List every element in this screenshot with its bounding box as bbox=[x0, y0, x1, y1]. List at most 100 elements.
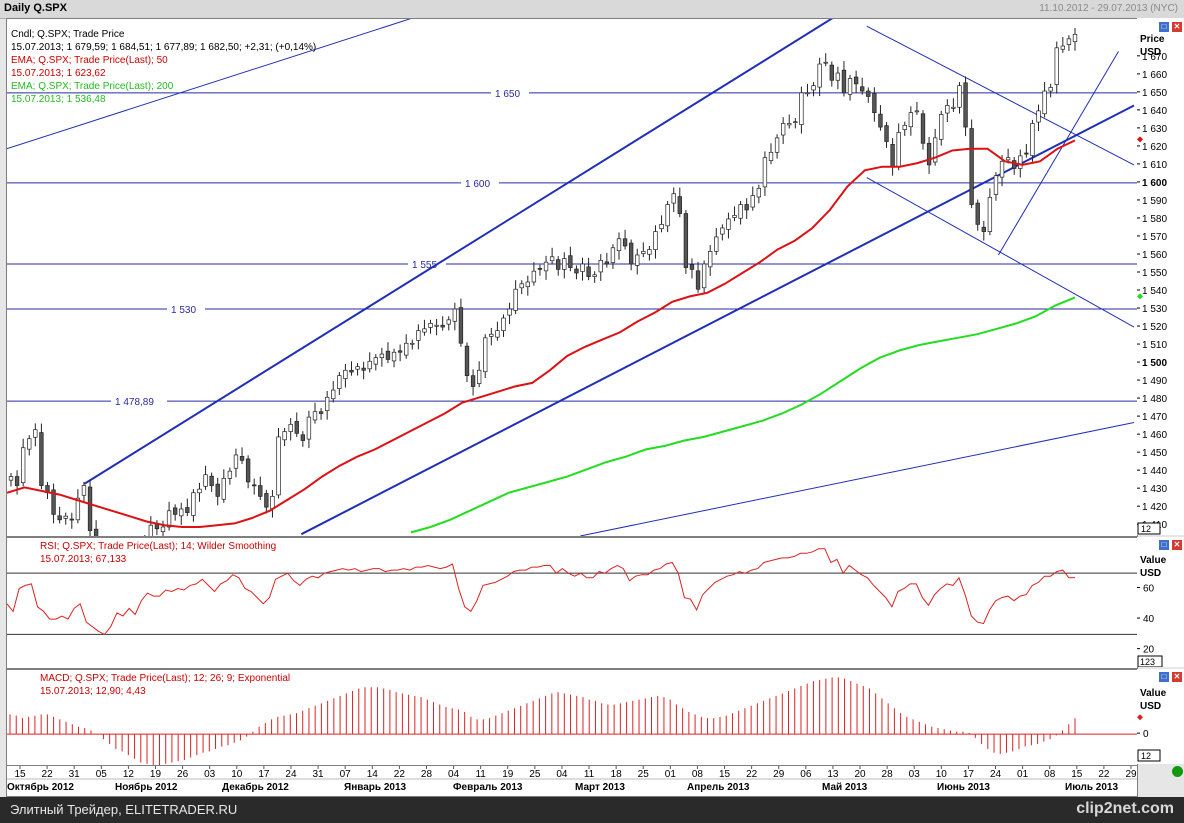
candle-body bbox=[939, 114, 944, 140]
candle-body bbox=[695, 270, 701, 290]
candle-body bbox=[920, 113, 926, 144]
candle-body bbox=[294, 421, 299, 434]
candle-body bbox=[513, 288, 518, 311]
level-label-2: 1 555 bbox=[412, 260, 437, 271]
candle-body bbox=[203, 474, 208, 487]
time-axis-scale[interactable]: 15 22 31 05 12 19 26 03 10 17 24 31 07 14 22 28 04 11 19 25… bbox=[7, 766, 1137, 796]
price-chart-panel[interactable]: 1 650 1 600 1 555 1 530 1 478,89 Cndl; Q.SPX… bbox=[6, 18, 1138, 537]
candle-body bbox=[726, 218, 731, 230]
price-tick-label: 1 640 bbox=[1142, 106, 1167, 117]
price-axis-unit: USD bbox=[1140, 47, 1161, 58]
trend-line-long-term-lower bbox=[580, 422, 1135, 536]
candle-body bbox=[1060, 45, 1066, 50]
candle-body bbox=[671, 193, 676, 204]
maximize-price-button[interactable]: □ bbox=[1159, 22, 1169, 32]
candle-body bbox=[397, 350, 403, 353]
time-month-label: Март 2013 bbox=[575, 782, 625, 793]
rsi-panel[interactable]: RSI; Q.SPX; Trade Price(Last); 14; Wilde… bbox=[6, 537, 1138, 669]
macd-chart[interactable] bbox=[7, 670, 1137, 765]
candle-body bbox=[1030, 123, 1035, 156]
status-dot-icon[interactable] bbox=[1172, 766, 1183, 777]
candle-body bbox=[556, 259, 561, 270]
time-day-label: 07 bbox=[340, 769, 352, 780]
candle-body bbox=[841, 69, 847, 94]
level-label-bg-2 bbox=[408, 257, 446, 270]
candle-body bbox=[811, 85, 816, 91]
candle-body bbox=[568, 255, 573, 268]
candle-body bbox=[799, 92, 804, 125]
maximize-rsi-button[interactable]: □ bbox=[1159, 540, 1169, 550]
time-month-label: Ноябрь 2012 bbox=[115, 781, 178, 793]
time-day-label: 08 bbox=[1044, 769, 1056, 780]
candle-body bbox=[14, 476, 20, 486]
candle-body bbox=[81, 485, 87, 496]
close-rsi-button[interactable]: ✕ bbox=[1172, 540, 1182, 550]
price-legend: Cndl; Q.SPX; Trade Price 15.07.2013; 1 6… bbox=[11, 28, 316, 106]
price-tick-label: 1 650 bbox=[1142, 88, 1167, 99]
time-axis[interactable]: 15 22 31 05 12 19 26 03 10 17 24 31 07 14 22 28 04 11 19 25… bbox=[6, 765, 1138, 797]
candle-body bbox=[306, 416, 312, 440]
time-month-label: Октябрь 2012 bbox=[7, 781, 74, 793]
time-day-label: 06 bbox=[800, 769, 812, 780]
candle-body bbox=[57, 515, 62, 521]
level-label-bg-3 bbox=[167, 303, 205, 316]
candle-body bbox=[87, 486, 93, 531]
candle-body bbox=[592, 274, 597, 277]
legend-line: 15.07.2013; 1 623,62 bbox=[11, 68, 106, 79]
candle-body bbox=[708, 251, 713, 268]
close-price-button[interactable]: ✕ bbox=[1172, 22, 1182, 32]
candle-body bbox=[440, 324, 445, 328]
candle-body bbox=[1024, 152, 1029, 155]
price-axis[interactable]: Price USD 1 670 1 660 1 650 1 640 1 630 1 620 1 … bbox=[1137, 18, 1184, 535]
time-day-label: 11 bbox=[475, 769, 486, 780]
candle-body bbox=[434, 324, 439, 327]
time-day-label: 11 bbox=[584, 769, 595, 780]
candle-body bbox=[215, 483, 220, 497]
price-chart[interactable]: 1 650 1 600 1 555 1 530 1 478,89 bbox=[7, 19, 1137, 536]
candle-body bbox=[604, 261, 610, 265]
candle-body bbox=[69, 518, 74, 521]
candle-body bbox=[221, 478, 226, 500]
close-macd-button[interactable]: ✕ bbox=[1172, 672, 1182, 682]
candle-body bbox=[762, 157, 768, 188]
candle-body bbox=[63, 515, 68, 519]
legend-line: EMA; Q.SPX; Trade Price(Last); 50 bbox=[11, 55, 168, 66]
candle-body bbox=[635, 254, 640, 266]
candle-body bbox=[464, 345, 470, 377]
candle-body bbox=[896, 132, 901, 168]
maximize-macd-button[interactable]: □ bbox=[1159, 672, 1169, 682]
price-tick-label: 1 670 bbox=[1142, 52, 1167, 63]
candle-body bbox=[179, 508, 184, 517]
candle-body bbox=[276, 436, 281, 496]
candle-body bbox=[239, 456, 245, 461]
candle-body bbox=[932, 137, 938, 163]
macd-axis[interactable]: Value USD 0 12 □ ✕ bbox=[1137, 669, 1184, 764]
candle-body bbox=[823, 61, 828, 64]
candle-body bbox=[1036, 110, 1041, 123]
candle-body bbox=[166, 510, 172, 528]
candle-body bbox=[252, 484, 257, 487]
rsi-chart[interactable] bbox=[7, 538, 1137, 668]
candle-body bbox=[51, 489, 56, 515]
candle-body bbox=[957, 85, 962, 108]
window-title: Daily Q.SPX bbox=[4, 2, 67, 14]
macd-last-marker bbox=[1137, 714, 1143, 721]
level-label-bg-4 bbox=[111, 395, 167, 408]
candle-body bbox=[361, 367, 366, 371]
candle-body bbox=[878, 113, 883, 128]
candle-body bbox=[908, 112, 914, 128]
candle-body bbox=[185, 507, 190, 513]
ema50-line bbox=[7, 139, 1076, 528]
price-tick-label: 1 530 bbox=[1142, 304, 1167, 315]
macd-panel[interactable]: MACD; Q.SPX; Trade Price(Last); 12; 26; … bbox=[6, 669, 1138, 766]
rsi-axis[interactable]: Value USD 60 40 20 123 □ ✕ bbox=[1137, 537, 1184, 668]
price-tick-label: 1 660 bbox=[1142, 70, 1167, 81]
candle-body bbox=[993, 175, 999, 195]
macd-axis-scale[interactable]: Value USD 0 12 bbox=[1137, 669, 1184, 764]
candle-body bbox=[963, 82, 968, 128]
legend-line: RSI; Q.SPX; Trade Price(Last); 14; Wilde… bbox=[40, 541, 277, 552]
candle-body bbox=[817, 63, 822, 88]
price-axis-header: Price bbox=[1140, 34, 1165, 45]
